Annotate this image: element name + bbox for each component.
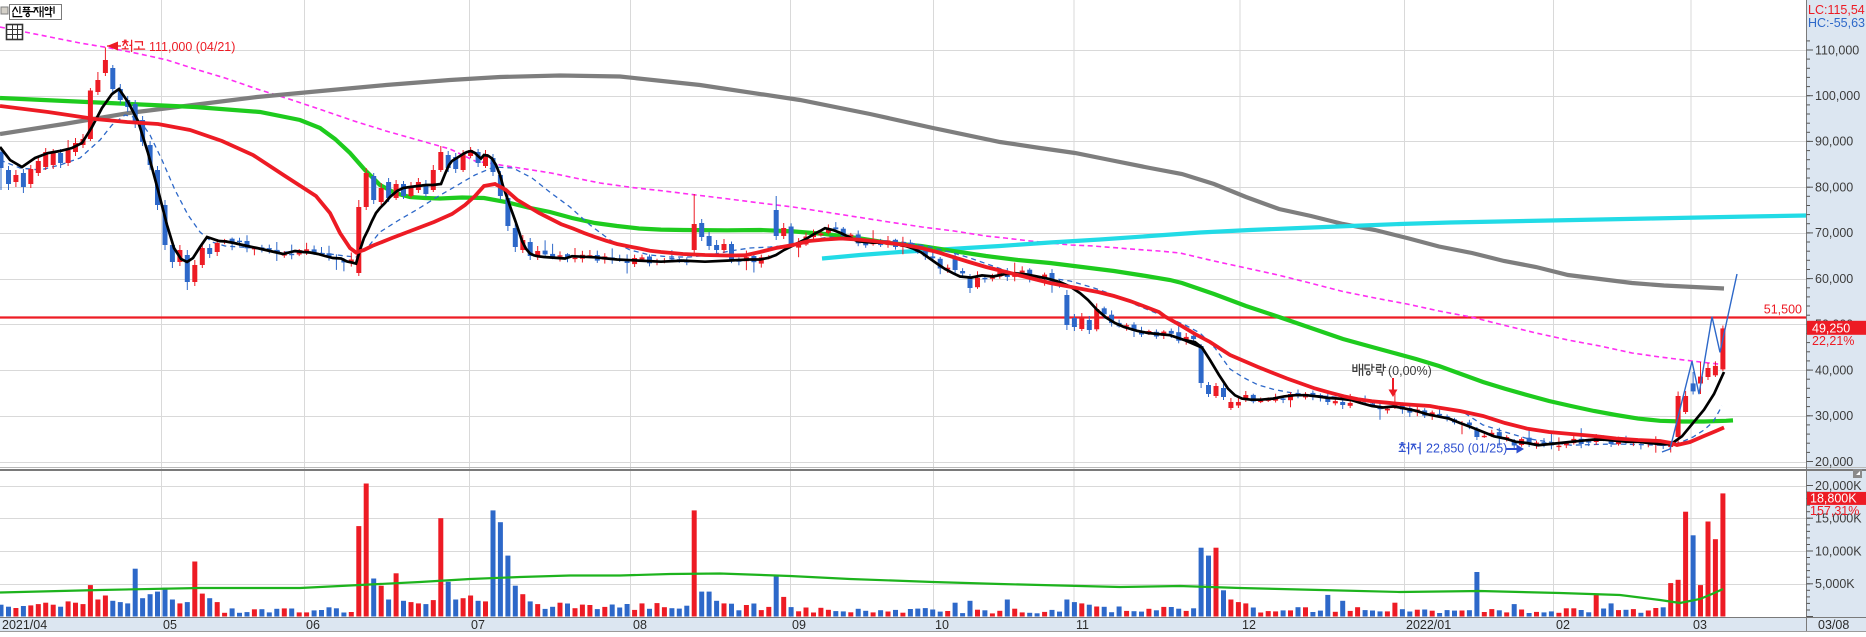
svg-text:05: 05 (163, 618, 177, 632)
svg-text:40,000: 40,000 (1815, 363, 1853, 377)
svg-text:HC:-55,63: HC:-55,63 (1808, 16, 1865, 30)
svg-text:60,000: 60,000 (1815, 272, 1853, 286)
svg-text:03/08: 03/08 (1818, 618, 1849, 632)
svg-text:10: 10 (935, 618, 949, 632)
svg-text:18,800K: 18,800K (1810, 491, 1857, 505)
svg-text:22,850 (01/25): 22,850 (01/25) (1426, 442, 1507, 456)
svg-text:(0,00%): (0,00%) (1388, 364, 1432, 378)
svg-text:90,000: 90,000 (1815, 135, 1853, 149)
svg-text:02: 02 (1556, 618, 1570, 632)
svg-text:12: 12 (1242, 618, 1256, 632)
svg-text:2021/04: 2021/04 (2, 618, 47, 632)
svg-text:11: 11 (1076, 618, 1089, 632)
svg-text:70,000: 70,000 (1815, 226, 1853, 240)
svg-text:20,000: 20,000 (1815, 455, 1853, 469)
svg-text:06: 06 (306, 618, 320, 632)
svg-text:07: 07 (471, 618, 485, 632)
svg-text:10,000K: 10,000K (1815, 544, 1862, 558)
svg-text:20,000K: 20,000K (1815, 479, 1862, 493)
svg-text:111,000 (04/21): 111,000 (04/21) (149, 40, 235, 54)
svg-text:110,000: 110,000 (1815, 43, 1859, 57)
svg-text:100,000: 100,000 (1815, 89, 1860, 103)
svg-text:30,000: 30,000 (1815, 409, 1853, 423)
svg-text:LC:115,54: LC:115,54 (1808, 3, 1865, 17)
svg-text:15,000K: 15,000K (1815, 512, 1862, 526)
svg-text:5,000K: 5,000K (1815, 577, 1855, 591)
svg-text:157,31%: 157,31% (1810, 504, 1859, 518)
svg-text:08: 08 (633, 618, 647, 632)
svg-text:49,250: 49,250 (1812, 321, 1850, 335)
svg-text:2022/01: 2022/01 (1406, 618, 1451, 632)
svg-text:80,000: 80,000 (1815, 181, 1853, 195)
svg-text:51,500: 51,500 (1764, 303, 1802, 317)
svg-text:03: 03 (1693, 618, 1707, 632)
svg-text:22,21%: 22,21% (1812, 334, 1854, 348)
svg-text:09: 09 (792, 618, 806, 632)
